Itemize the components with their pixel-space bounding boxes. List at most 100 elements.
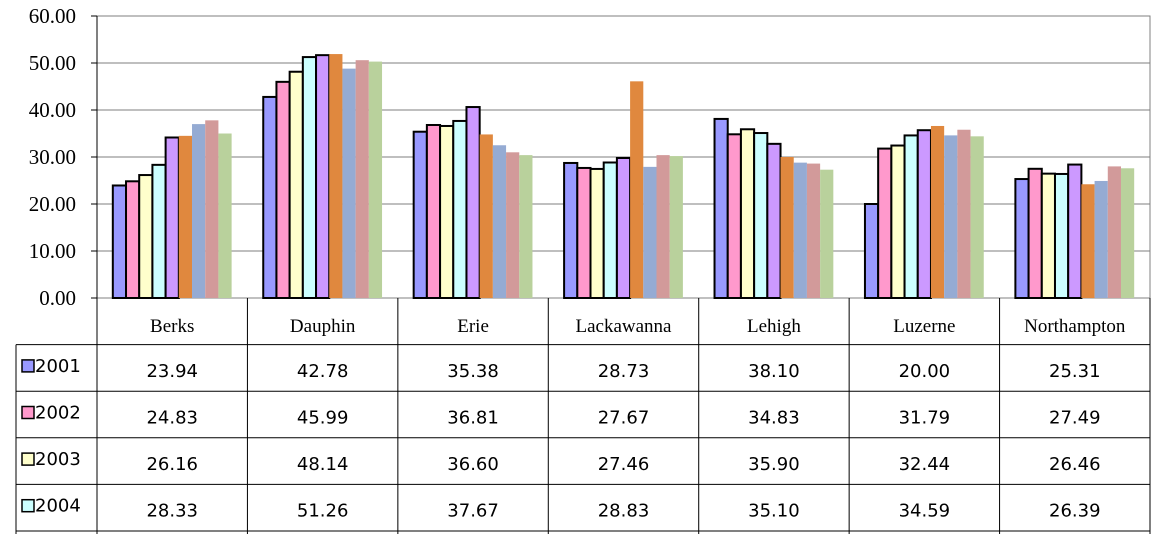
- bar-series-2-berks: [138, 174, 154, 300]
- bar-series-5-lackawanna: [630, 81, 644, 298]
- bar-series-4-dauphin: [315, 54, 331, 299]
- bar-series-4-lackawanna: [615, 156, 632, 299]
- bar-series-1-dauphin: [275, 80, 291, 299]
- bar-series-8-berks: [218, 133, 232, 298]
- table-cell-value: 24.83: [146, 408, 198, 429]
- bar-series-0-northampton: [1014, 178, 1030, 299]
- table-cell-value: 36.60: [447, 454, 499, 475]
- bar-series-2-lehigh: [739, 128, 756, 299]
- legend-label: 2002: [35, 403, 81, 424]
- bar-series-7-lehigh: [806, 163, 821, 298]
- table-cell-value: 25.31: [1049, 361, 1101, 382]
- legend-label: 2004: [35, 496, 81, 517]
- table-cell-value: 34.59: [899, 501, 951, 522]
- bar-series-8-lehigh: [820, 169, 834, 298]
- bar-series-3-lehigh: [753, 132, 769, 299]
- table-cell-value: 45.99: [297, 408, 349, 429]
- table-cell-value: 28.33: [146, 501, 198, 522]
- bar-series-0-berks: [111, 184, 128, 299]
- legend-key-2004: [21, 498, 35, 513]
- bar-series-5-erie: [479, 134, 493, 298]
- legend-label: 2001: [35, 356, 81, 377]
- category-label: Lehigh: [747, 316, 801, 337]
- bar-series-6-erie: [492, 145, 507, 298]
- table-cell-value: 28.73: [598, 361, 650, 382]
- table-cell-value: 23.94: [146, 361, 198, 382]
- table-cell-value: 37.67: [447, 501, 499, 522]
- bar-series-7-berks: [205, 120, 219, 298]
- bar-series-2-dauphin: [288, 70, 304, 299]
- table-cell-value: 48.14: [297, 454, 349, 475]
- category-label: Lackawanna: [576, 316, 673, 337]
- bar-series-8-luzerne: [970, 136, 984, 298]
- bar-series-4-luzerne: [916, 129, 932, 299]
- bar-series-1-lehigh: [726, 133, 742, 299]
- bar-series-5-berks: [178, 135, 193, 298]
- bar-series-5-luzerne: [930, 125, 945, 298]
- category-label: Dauphin: [290, 316, 356, 337]
- bar-series-1-berks: [125, 180, 141, 299]
- table-cell-value: 28.83: [598, 501, 650, 522]
- bar-series-5-lehigh: [780, 157, 794, 298]
- bar-series-4-berks: [164, 136, 180, 299]
- bar-series-3-erie: [452, 119, 468, 299]
- bar-series-8-northampton: [1120, 168, 1135, 298]
- table-cell-value: 35.38: [447, 361, 499, 382]
- bar-series-1-lackawanna: [576, 166, 592, 299]
- bar-series-1-erie: [425, 123, 442, 299]
- table-cell-value: 35.10: [748, 501, 800, 522]
- bar-series-7-dauphin: [355, 60, 369, 299]
- bar-series-5-northampton: [1081, 184, 1095, 298]
- category-label: Erie: [457, 316, 489, 337]
- table-cell-value: 26.39: [1049, 501, 1101, 522]
- y-tick-label: 60.00: [29, 4, 76, 28]
- table-cell-value: 51.26: [297, 501, 349, 522]
- bar-series-4-northampton: [1067, 163, 1083, 299]
- legend-label: 2003: [35, 449, 81, 470]
- category-label: Berks: [150, 316, 194, 337]
- table-cell-value: 27.46: [598, 454, 650, 475]
- table-cell-value: 27.67: [598, 408, 650, 429]
- legend-label: 2005: [35, 542, 81, 544]
- bar-series-3-berks: [151, 163, 167, 299]
- bar-series-8-erie: [519, 155, 533, 298]
- y-tick-label: 40.00: [29, 98, 76, 122]
- bar-series-7-luzerne: [957, 129, 971, 298]
- bar-series-7-lackawanna: [656, 155, 670, 298]
- table-cell-value: 35.90: [748, 454, 800, 475]
- y-tick-label: 30.00: [29, 145, 76, 169]
- bar-series-6-luzerne: [944, 135, 958, 298]
- bar-series-5-dauphin: [329, 54, 343, 298]
- table-cell-value: 38.10: [748, 361, 800, 382]
- bar-series-6-lackawanna: [643, 166, 657, 298]
- table-cell-value: 26.46: [1049, 454, 1101, 475]
- y-tick-label: 0.00: [39, 286, 76, 310]
- table-cell-value: 31.79: [899, 408, 951, 429]
- bar-series-0-dauphin: [262, 95, 278, 299]
- table-cell-value: 34.83: [748, 408, 800, 429]
- bar-series-2-erie: [439, 124, 455, 300]
- table-cell-value: 36.81: [447, 408, 499, 429]
- bar-series-7-erie: [506, 152, 520, 298]
- bar-series-6-dauphin: [342, 68, 356, 298]
- bar-series-2-luzerne: [890, 144, 906, 299]
- bar-series-4-erie: [465, 106, 481, 299]
- bar-series-2-northampton: [1040, 172, 1056, 299]
- bar-series-3-luzerne: [903, 134, 919, 299]
- bar-series-1-northampton: [1027, 167, 1043, 299]
- bar-series-0-luzerne: [863, 203, 880, 299]
- bar-series-7-northampton: [1107, 166, 1121, 298]
- bar-series-1-luzerne: [877, 147, 893, 299]
- table-cell-value: 32.44: [899, 454, 951, 475]
- bar-series-0-erie: [412, 130, 428, 299]
- bar-series-6-northampton: [1094, 180, 1108, 298]
- bar-series-6-lehigh: [793, 162, 807, 298]
- bar-series-8-lackawanna: [669, 156, 683, 298]
- bar-series-4-lehigh: [766, 142, 782, 299]
- table-cell-value: 42.78: [297, 361, 349, 382]
- bar-series-0-lackawanna: [563, 161, 579, 299]
- bar-series-2-lackawanna: [589, 167, 605, 299]
- category-label: Northampton: [1024, 316, 1126, 337]
- y-tick-label: 10.00: [29, 239, 76, 263]
